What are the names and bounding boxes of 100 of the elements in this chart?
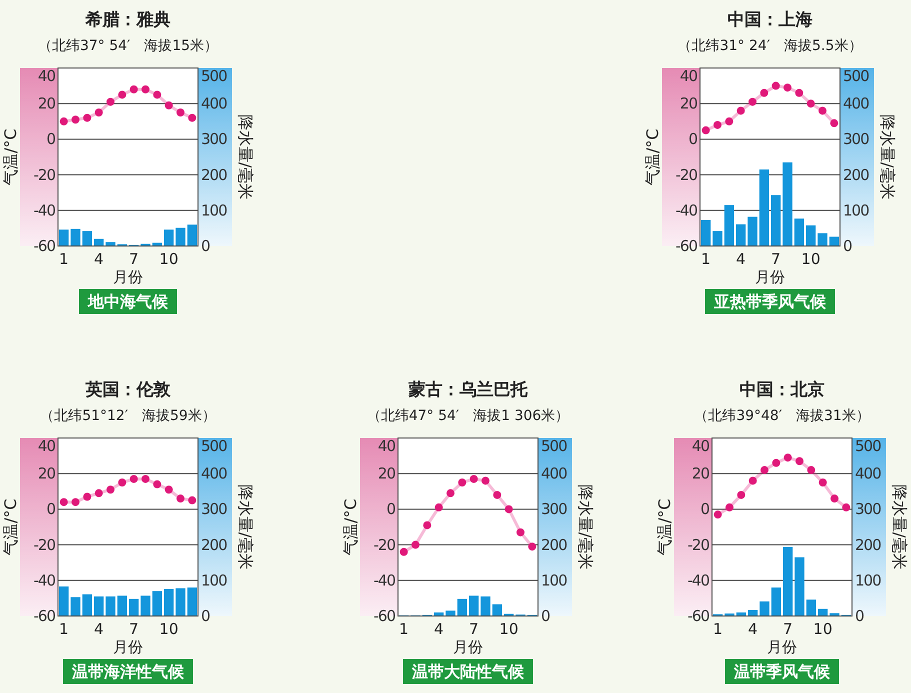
y-tick-label: -40 — [374, 571, 396, 590]
chart-title: 英国：伦敦 — [84, 380, 172, 400]
y-tick-label: 0 — [46, 500, 56, 518]
x-tick-label: 10 — [159, 250, 178, 268]
y-tick-label: 40 — [38, 67, 56, 85]
y-tick-label: 20 — [38, 464, 56, 483]
y-tick-label: 20 — [378, 464, 396, 483]
y2-axis-title: 降水量/毫米 — [236, 484, 255, 570]
y2-tick-label: 100 — [843, 201, 870, 220]
x-tick-label: 7 — [783, 620, 793, 638]
y-tick-label: -60 — [688, 607, 710, 625]
chart-subtitle: （北纬39°48′ 海拔31米） — [694, 408, 870, 424]
y-tick-label: 0 — [700, 500, 710, 518]
y-axis-title: 气温/°C — [1, 128, 20, 186]
y-tick-label: 0 — [688, 130, 698, 148]
text: 温带大陆性气候 — [411, 662, 525, 681]
y-tick-label: -60 — [34, 237, 56, 255]
x-tick-label: 1 — [713, 620, 723, 638]
x-axis-title: 月份 — [113, 268, 143, 286]
y-tick-label: 20 — [680, 94, 698, 113]
x-tick-label: 1 — [399, 620, 409, 638]
y-tick-label: -20 — [676, 166, 698, 184]
y2-tick-label: 0 — [843, 237, 852, 255]
chart-title: 希腊：雅典 — [84, 10, 170, 30]
y-tick-label: -20 — [374, 536, 396, 554]
y-tick-label: -20 — [34, 536, 56, 554]
x-tick-label: 4 — [94, 250, 104, 268]
y-tick-label: -60 — [676, 237, 698, 255]
y2-tick-label: 300 — [843, 130, 870, 148]
y-axis-title: 气温/°C — [643, 128, 662, 186]
y2-axis-title: 降水量/毫米 — [236, 114, 255, 200]
x-tick-label: 7 — [469, 620, 479, 638]
y2-tick-label: 0 — [855, 607, 864, 625]
y-tick-label: 0 — [386, 500, 396, 518]
text: 亚热带季风气候 — [713, 292, 827, 311]
x-tick-label: 4 — [748, 620, 758, 638]
y2-tick-label: 100 — [201, 571, 228, 590]
y-axis-title: 气温/°C — [655, 498, 674, 556]
chart-subtitle: （北纬51°12′ 海拔59米） — [40, 408, 216, 424]
y2-tick-label: 200 — [843, 166, 870, 184]
x-tick-label: 1 — [59, 250, 69, 268]
x-tick-label: 10 — [813, 620, 832, 638]
x-tick-label: 10 — [801, 250, 820, 268]
y2-tick-label: 200 — [201, 536, 228, 554]
text: 温带海洋性气候 — [71, 662, 185, 681]
y-tick-label: -40 — [34, 571, 56, 590]
y2-axis-title: 降水量/毫米 — [878, 114, 897, 200]
y2-tick-label: 100 — [541, 571, 568, 590]
y2-tick-label: 400 — [541, 464, 568, 483]
y-tick-label: 0 — [46, 130, 56, 148]
x-axis-title: 月份 — [767, 638, 797, 656]
y-tick-label: -60 — [34, 607, 56, 625]
y-axis-title: 气温/°C — [1, 498, 20, 556]
y2-tick-label: 0 — [201, 607, 210, 625]
y2-tick-label: 400 — [855, 464, 882, 483]
y-tick-label: -40 — [688, 571, 710, 590]
chart-title: 中国：上海 — [728, 10, 812, 30]
y2-tick-label: 500 — [201, 67, 228, 85]
y-tick-label: -40 — [34, 201, 56, 220]
y2-tick-label: 300 — [541, 500, 568, 518]
x-tick-label: 1 — [701, 250, 711, 268]
y-tick-label: 20 — [38, 94, 56, 113]
y2-tick-label: 500 — [843, 67, 870, 85]
y-tick-label: 40 — [692, 437, 710, 455]
y2-tick-label: 100 — [201, 201, 228, 220]
y-tick-label: -20 — [688, 536, 710, 554]
text: 地中海气候 — [87, 292, 169, 311]
x-tick-label: 1 — [59, 620, 69, 638]
y2-tick-label: 400 — [201, 464, 228, 483]
y2-tick-label: 500 — [201, 437, 228, 455]
y2-tick-label: 400 — [201, 94, 228, 113]
chart-subtitle: （北纬37° 54′ 海拔15米） — [38, 38, 218, 54]
x-tick-label: 7 — [129, 620, 139, 638]
chart-title: 蒙古：乌兰巴托 — [408, 380, 528, 400]
chart-title: 中国：北京 — [740, 380, 824, 400]
y-tick-label: 40 — [680, 67, 698, 85]
y2-tick-label: 200 — [855, 536, 882, 554]
y2-tick-label: 300 — [855, 500, 882, 518]
x-tick-label: 4 — [94, 620, 104, 638]
text: 温带季风气候 — [733, 662, 831, 681]
y2-tick-label: 500 — [541, 437, 568, 455]
y2-axis-title: 降水量/毫米 — [890, 484, 909, 570]
y2-axis-title: 降水量/毫米 — [576, 484, 595, 570]
y2-tick-label: 0 — [201, 237, 210, 255]
x-tick-label: 4 — [434, 620, 444, 638]
y2-tick-label: 100 — [855, 571, 882, 590]
y2-tick-label: 300 — [201, 130, 228, 148]
x-tick-label: 4 — [736, 250, 746, 268]
y2-tick-label: 300 — [201, 500, 228, 518]
y2-tick-label: 500 — [855, 437, 882, 455]
x-tick-label: 7 — [771, 250, 781, 268]
chart-subtitle: （北纬47° 54′ 海拔1 306米） — [366, 408, 570, 424]
y2-tick-label: 0 — [541, 607, 550, 625]
y-tick-label: 40 — [38, 437, 56, 455]
y-tick-label: 20 — [692, 464, 710, 483]
x-axis-title: 月份 — [453, 638, 483, 656]
x-tick-label: 10 — [159, 620, 178, 638]
x-axis-title: 月份 — [113, 638, 143, 656]
y-tick-label: -60 — [374, 607, 396, 625]
y-tick-label: -40 — [676, 201, 698, 220]
